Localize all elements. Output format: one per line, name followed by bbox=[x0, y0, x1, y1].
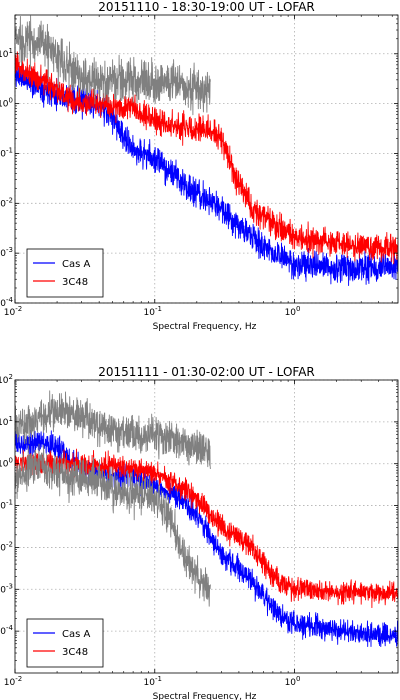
legend: Cas A 3C48 bbox=[26, 618, 104, 668]
y-tick-label: 10-3 bbox=[0, 246, 13, 259]
series-line-3c48 bbox=[15, 448, 398, 609]
series-group bbox=[15, 390, 398, 648]
x-tick-label: 100 bbox=[285, 305, 301, 318]
x-tick-label: 10-2 bbox=[4, 305, 22, 318]
chart-title: 20151111 - 01:30-02:00 UT - LOFAR bbox=[98, 365, 314, 379]
y-tick-label: 102 bbox=[0, 373, 13, 386]
x-tick-label: 10-1 bbox=[144, 675, 162, 688]
y-tick-label: 10-2 bbox=[0, 540, 13, 553]
chart-title: 20151110 - 18:30-19:00 UT - LOFAR bbox=[98, 0, 314, 14]
series-line-gray-2 bbox=[15, 390, 211, 469]
x-axis-label: Spectral Frequency, Hz bbox=[153, 692, 257, 700]
series-group bbox=[15, 15, 398, 286]
y-tick-label: 100 bbox=[0, 97, 13, 110]
y-tick-label: 101 bbox=[0, 47, 13, 60]
legend-label: Cas A bbox=[62, 259, 90, 270]
y-tick-label: 10-1 bbox=[0, 499, 13, 512]
x-tick-label: 10-2 bbox=[4, 675, 22, 688]
legend: Cas A 3C48 bbox=[26, 248, 104, 298]
y-tick-label: 10-3 bbox=[0, 582, 13, 595]
chart-panel-1: 10-2 10-1 100 10-4 10-3 10-2 10-1 100 101 2015111… bbox=[0, 0, 399, 332]
series-line-gray-2 bbox=[15, 15, 211, 116]
y-tick-label: 10-2 bbox=[0, 196, 13, 209]
legend-box bbox=[26, 618, 104, 668]
axes-frame bbox=[14, 14, 399, 304]
y-tick-label: 100 bbox=[0, 457, 13, 470]
y-tick-label: 10-1 bbox=[0, 146, 13, 159]
axes-frame bbox=[14, 379, 399, 674]
x-tick-label: 100 bbox=[285, 675, 301, 688]
y-tick-label: 10-4 bbox=[0, 624, 14, 637]
legend-label: 3C48 bbox=[62, 277, 88, 288]
legend-box bbox=[26, 248, 104, 298]
y-tick-label: 101 bbox=[0, 415, 13, 428]
chart-panel-2: 10-2 10-1 100 10-4 10-3 10-2 10-1 100 101 102 2015… bbox=[0, 365, 399, 700]
x-tick-label: 10-1 bbox=[144, 305, 162, 318]
legend-label: 3C48 bbox=[62, 647, 88, 658]
x-axis-label: Spectral Frequency, Hz bbox=[153, 322, 257, 332]
series-line-3c48 bbox=[15, 51, 398, 265]
series-line-gray-3 bbox=[15, 443, 211, 607]
legend-label: Cas A bbox=[62, 629, 90, 640]
y-tick-label: 10-4 bbox=[0, 296, 14, 309]
